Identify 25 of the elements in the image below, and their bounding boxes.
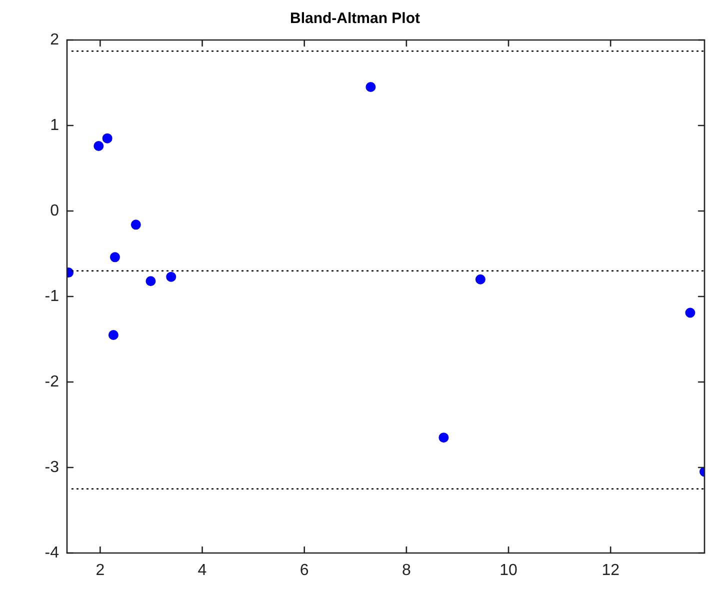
point bbox=[685, 308, 696, 318]
point bbox=[475, 274, 486, 284]
x-tick-label: 4 bbox=[198, 562, 207, 580]
y-tick-label: -1 bbox=[44, 288, 60, 305]
y-tick-label: 1 bbox=[50, 116, 60, 134]
point bbox=[366, 82, 376, 92]
x-tick-label: 6 bbox=[300, 562, 309, 580]
point bbox=[166, 272, 176, 282]
point bbox=[94, 141, 104, 152]
y-tick-label: 2 bbox=[50, 31, 60, 48]
point bbox=[438, 432, 449, 443]
y-tick-label: -2 bbox=[44, 373, 60, 390]
y-tick-label: -3 bbox=[44, 458, 60, 476]
x-tick-label: 12 bbox=[602, 562, 620, 580]
point bbox=[108, 330, 118, 340]
chart-title: Bland-Altman Plot bbox=[290, 10, 420, 28]
x-tick-label: 10 bbox=[500, 562, 518, 580]
point bbox=[102, 133, 112, 144]
point bbox=[130, 220, 141, 230]
point bbox=[110, 252, 120, 262]
y-tick-label: -4 bbox=[44, 544, 60, 562]
x-tick-label: 8 bbox=[402, 562, 411, 580]
x-tick-label: 2 bbox=[96, 562, 105, 580]
y-tick-label: 0 bbox=[50, 202, 60, 220]
point bbox=[146, 276, 156, 286]
